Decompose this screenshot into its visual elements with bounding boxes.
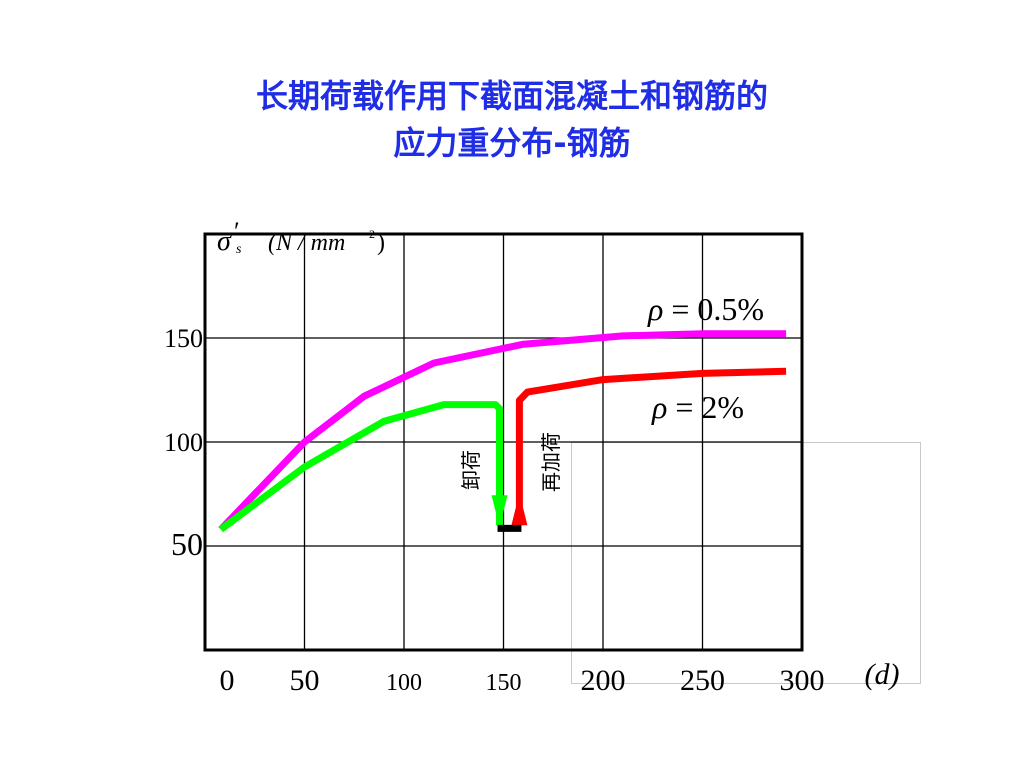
x-tick-label: 0 [220,664,235,697]
y-axis-label: σ s′ (N / mm 2) [217,217,385,257]
chart-series [218,330,787,533]
x-tick-label: 50 [290,664,320,697]
series-label-value: = 0.5% [663,291,764,327]
series-label-value: = 2% [667,389,744,425]
y-tick-label: 100 [164,428,203,457]
arrow-up-red [511,493,528,526]
series-label-0: ρ = 0.5% [647,291,764,327]
x-tick-label: 150 [486,670,522,696]
y-label-units-close: ) [377,230,385,256]
y-label-symbol: σ [217,226,232,257]
series-line-1 [515,367,787,526]
y-tick-label: 50 [171,526,203,562]
y-label-units: (N / mm [268,230,345,256]
series-label-1: ρ = 2% [651,389,744,425]
annotation-0: 卸荷 [459,450,483,490]
plot-frame [203,232,804,652]
x-tick-label: 300 [780,664,825,697]
x-tick-label: 100 [386,670,422,696]
chart-title-line-2: 应力重分布-钢筋 [393,124,631,162]
chart-marks [491,493,528,532]
y-label-prime: ′ [234,217,240,246]
y-tick-label: 150 [164,324,203,353]
chart-title-line-1: 长期荷载作用下截面混凝土和钢筋的 [255,77,768,115]
series-line-2 [218,401,503,533]
y-label-units-sup: 2 [369,227,375,241]
x-tick-label: 250 [680,664,725,697]
series-line-0 [218,330,787,532]
annotation-1: 再加荷 [539,432,563,492]
x-tick-label: 200 [581,664,626,697]
arrow-down-green [491,495,508,528]
series-label-symbol: ρ [647,291,663,327]
chart-ticks: 0 50 100 150 200 250 300 50 100 150 [164,324,825,697]
series-label-symbol: ρ [651,389,667,425]
chart-labels: (d)σ s′ (N / mm 2)ρ = 0.5%ρ = 2%卸荷 再加荷 [217,217,899,691]
x-axis-label: (d) [865,658,900,691]
y-label-subscript: s [236,242,242,257]
